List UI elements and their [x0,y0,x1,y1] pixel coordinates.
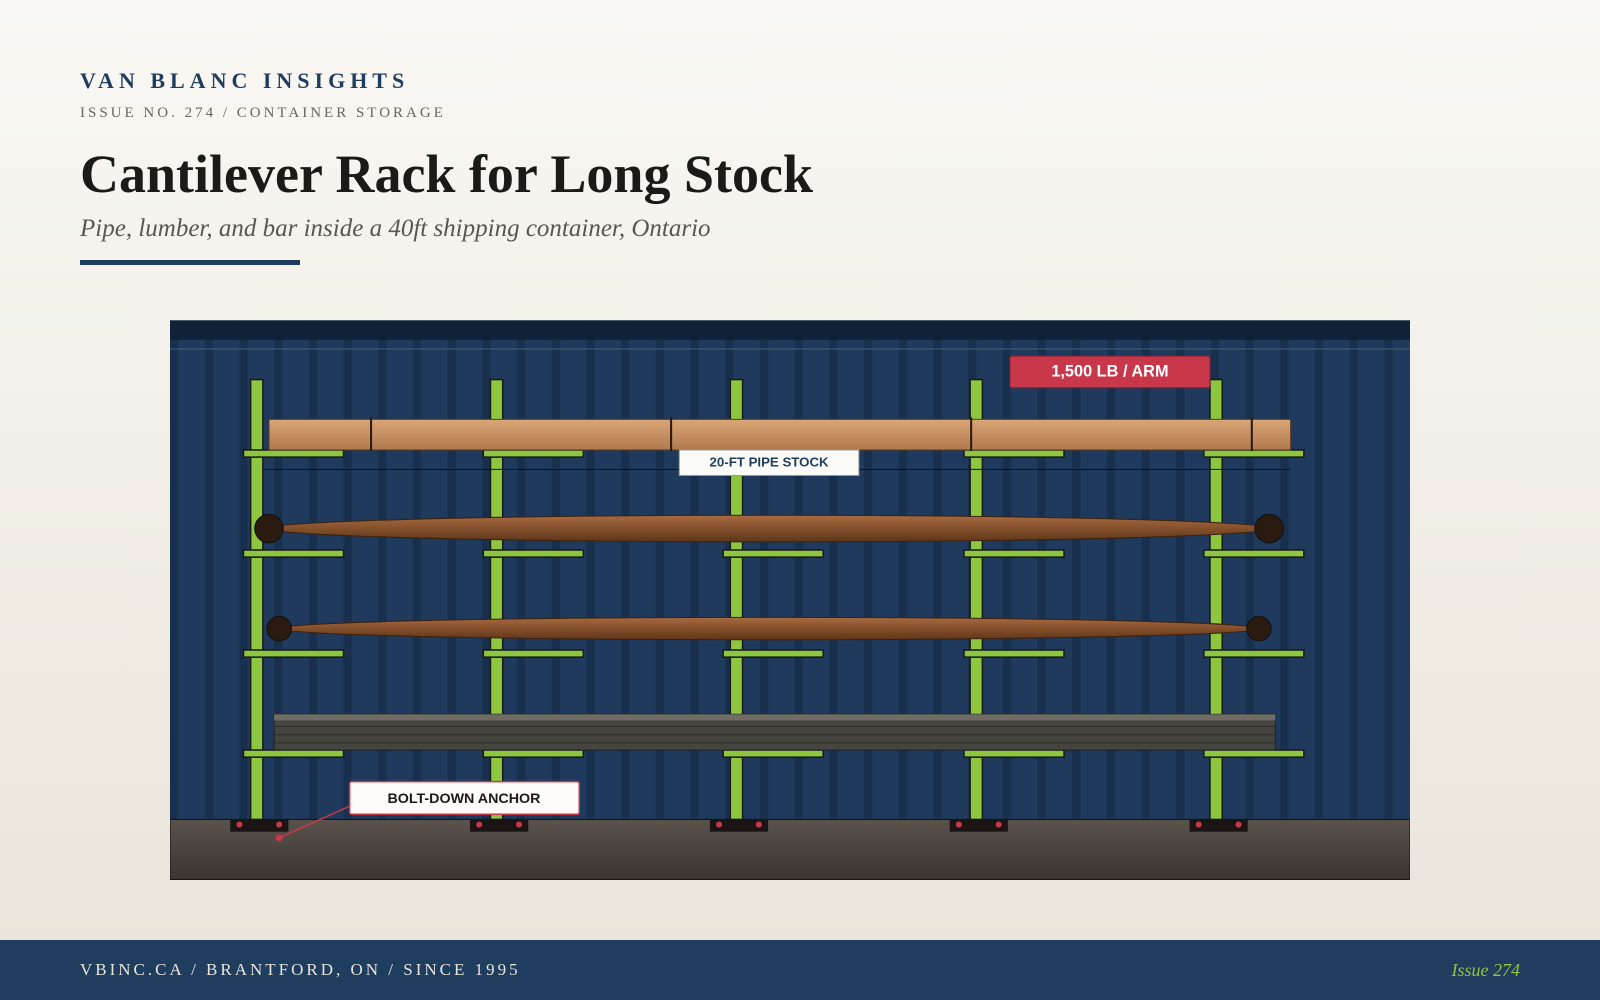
title: Cantilever Rack for Long Stock [80,144,813,204]
rule [80,260,300,265]
bar-stock [273,713,1276,751]
container-roof [170,320,1410,340]
pipe-tag [678,449,860,477]
base-plates [230,819,1248,832]
rack [242,378,1305,821]
lumber [268,417,1292,451]
pipe-lower [266,615,1272,642]
anchor-tag [348,780,581,816]
footer: VBINC.CA / BRANTFORD, ON / SINCE 1995 Is… [0,940,1600,1000]
load-label: 1,500 LB / ARM [1051,363,1168,381]
brand: VAN BLANC INSIGHTS [80,68,410,93]
pipe-label: 20-FT PIPE STOCK [710,455,829,470]
issue-line: ISSUE NO. 274 / CONTAINER STORAGE [80,105,446,121]
leader-dot [275,834,283,842]
pipe-upper [254,513,1284,544]
subtitle: Pipe, lumber, and bar inside a 40ft ship… [80,215,711,242]
footer-left: VBINC.CA / BRANTFORD, ON / SINCE 1995 [80,960,521,979]
illustration: 1,500 LB / ARM 20-FT PIPE STOCK BOLT-DOW… [170,320,1410,880]
leader-line [278,805,350,839]
footer-right: Issue 274 [1451,960,1521,980]
load-badge [1009,355,1211,389]
anchor-label: BOLT-DOWN ANCHOR [387,791,541,807]
